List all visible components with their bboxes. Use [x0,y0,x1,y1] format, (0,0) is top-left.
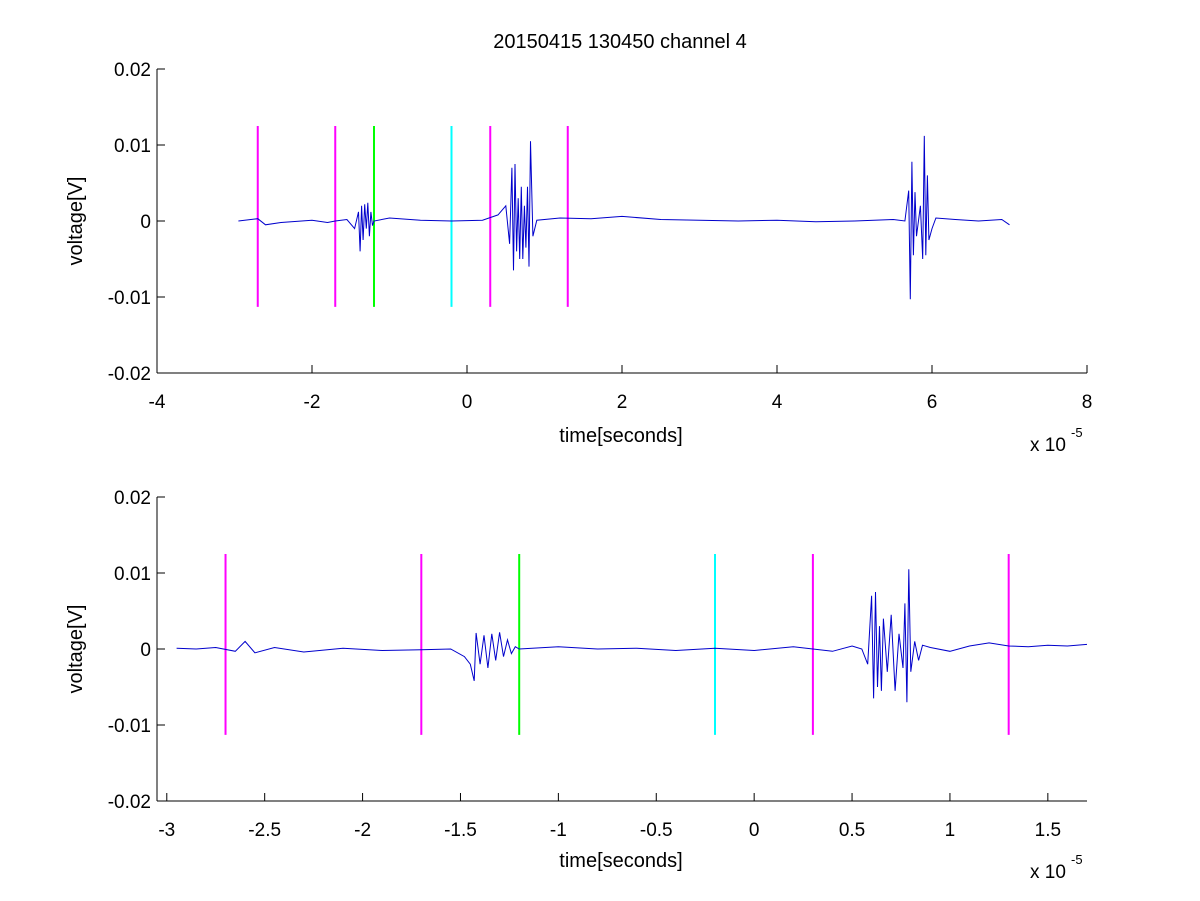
x-tick-label-bottom: 1.5 [1035,820,1061,841]
x-tick-label-top: 8 [1082,392,1093,413]
x-tick-label-bottom: 1 [945,820,956,841]
x-tick-label-top: 4 [772,392,783,413]
x-tick-label-bottom: -2 [354,820,371,841]
x-tick-label-bottom: -1.5 [444,820,477,841]
y-tick-label-top: -0.01 [108,288,151,309]
x-multiplier-base-bottom: x 10 [1030,862,1066,883]
y-tick-label-top: 0.02 [114,60,151,81]
x-multiplier-base-top: x 10 [1030,435,1066,456]
y-tick-label-bottom: -0.02 [108,792,151,813]
y-tick-label-top: -0.02 [108,364,151,385]
y-tick-label-bottom: -0.01 [108,716,151,737]
figure-title: 20150415 130450 channel 4 [493,31,747,53]
y-tick-label-top: 0.01 [114,136,151,157]
x-tick-label-bottom: -1 [550,820,567,841]
y-axis-label-bottom: voltage[V] [65,605,87,694]
top-plot: x 10 -5 0.02 0.01 0 -0.01 -0.02 -4 -2 0 2 4 6 8 time… [65,60,1092,456]
x-tick-label-top: 0 [462,392,473,413]
x-axis-label-bottom: time[seconds] [559,850,682,872]
x-tick-label-bottom: 0.5 [839,820,865,841]
x-axis-label-top: time[seconds] [559,425,682,447]
y-tick-label-top: 0 [140,212,151,233]
x-multiplier-exponent-bottom: -5 [1071,852,1083,867]
signal-line-top [238,135,1010,300]
x-tick-label-bottom: -3 [158,820,175,841]
x-tick-label-bottom: -0.5 [640,820,673,841]
y-tick-label-bottom: 0 [140,640,151,661]
signal-line-bottom [176,569,1087,703]
y-tick-label-bottom: 0.02 [114,488,151,509]
x-multiplier-exponent-top: -5 [1071,425,1083,440]
y-tick-label-bottom: 0.01 [114,564,151,585]
x-tick-label-bottom: 0 [749,820,760,841]
y-axis-label-top: voltage[V] [65,177,87,266]
x-tick-label-top: -4 [149,392,166,413]
bottom-plot: x 10 -5 0.02 0.01 0 -0.01 -0.02 -3 -2.5 -2 -1.5 -… [65,488,1087,883]
x-tick-label-top: 6 [927,392,938,413]
x-tick-label-top: 2 [617,392,628,413]
x-tick-label-top: -2 [304,392,321,413]
x-tick-label-bottom: -2.5 [248,820,281,841]
